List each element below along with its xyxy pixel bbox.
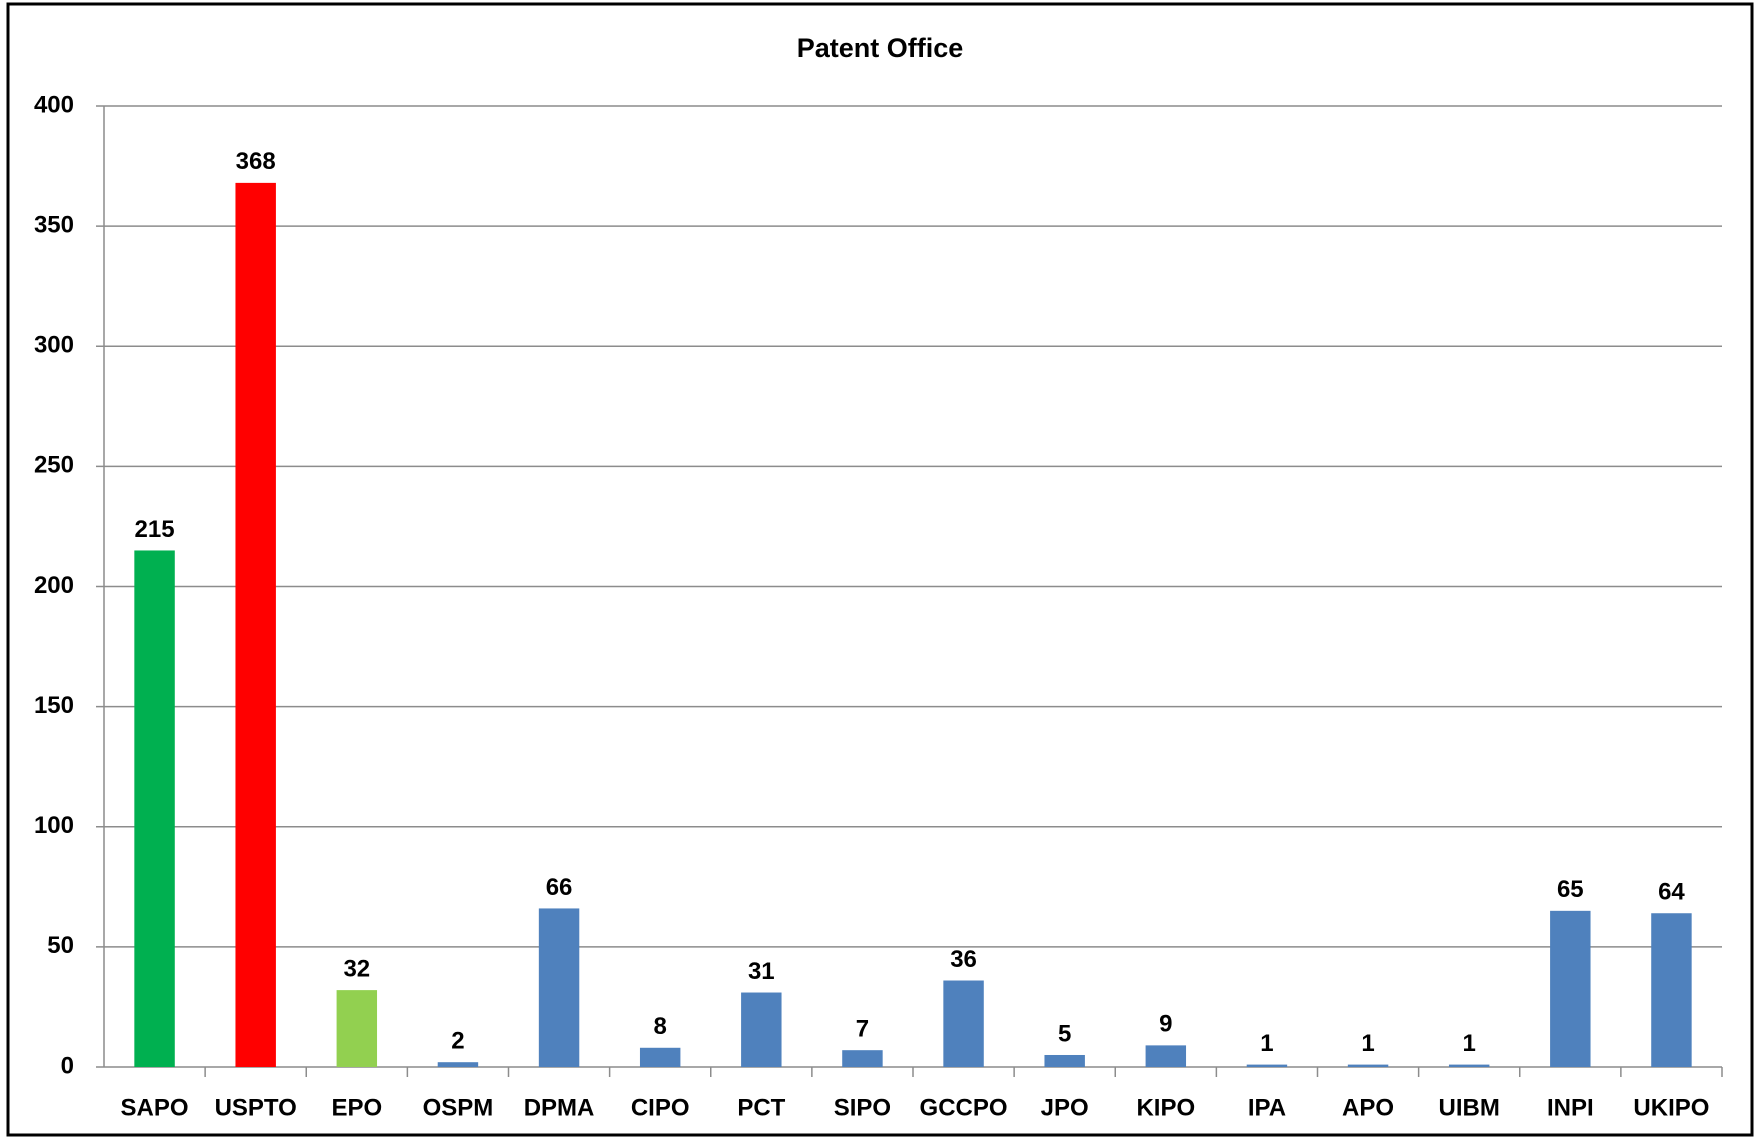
- y-tick-label: 250: [34, 452, 74, 479]
- y-tick-label: 350: [34, 211, 74, 238]
- value-label: 1: [1260, 1030, 1273, 1057]
- value-label: 215: [135, 516, 175, 543]
- value-label: 66: [546, 874, 573, 901]
- bar: [741, 992, 782, 1067]
- chart-title: Patent Office: [797, 33, 964, 63]
- x-tick-label: SIPO: [834, 1094, 891, 1121]
- value-label: 36: [950, 946, 977, 973]
- x-tick-label: INPI: [1547, 1094, 1594, 1121]
- x-tick-label: SAPO: [121, 1094, 189, 1121]
- bar: [1347, 1064, 1389, 1067]
- x-tick-label: CIPO: [631, 1094, 690, 1121]
- y-tick-label: 300: [34, 332, 74, 359]
- bar: [1145, 1045, 1187, 1067]
- value-label: 8: [654, 1013, 667, 1040]
- bar: [134, 550, 175, 1067]
- value-label: 2: [451, 1028, 464, 1055]
- bar: [538, 908, 580, 1067]
- x-tick-label: GCCPO: [920, 1094, 1008, 1121]
- bar: [1246, 1064, 1288, 1067]
- x-tick-label: JPO: [1041, 1094, 1089, 1121]
- x-tick-label: APO: [1342, 1094, 1394, 1121]
- bar: [1448, 1064, 1490, 1067]
- x-tick-label: KIPO: [1136, 1094, 1195, 1121]
- y-tick-label: 400: [34, 91, 74, 118]
- x-tick-label: DPMA: [524, 1094, 595, 1121]
- y-tick-label: 200: [34, 572, 74, 599]
- y-tick-label: 0: [61, 1052, 74, 1079]
- bar: [336, 990, 378, 1067]
- value-label: 368: [236, 148, 276, 175]
- x-tick-label: UKIPO: [1633, 1094, 1709, 1121]
- bar: [943, 980, 984, 1067]
- bar: [842, 1050, 883, 1067]
- bar: [1550, 910, 1591, 1067]
- x-tick-label: UIBM: [1439, 1094, 1500, 1121]
- bar: [1044, 1054, 1085, 1067]
- value-label: 5: [1058, 1020, 1071, 1047]
- value-label: 31: [748, 958, 775, 985]
- bar: [639, 1047, 681, 1067]
- x-tick-label: USPTO: [215, 1094, 297, 1121]
- value-label: 1: [1361, 1030, 1374, 1057]
- value-label: 65: [1557, 876, 1584, 903]
- bar: [235, 182, 276, 1067]
- x-tick-label: PCT: [737, 1094, 785, 1121]
- y-tick-label: 150: [34, 692, 74, 719]
- y-tick-label: 100: [34, 812, 74, 839]
- value-label: 7: [856, 1016, 869, 1043]
- value-label: 1: [1463, 1030, 1476, 1057]
- x-tick-label: OSPM: [423, 1094, 494, 1121]
- value-label: 9: [1159, 1011, 1172, 1038]
- y-tick-label: 50: [47, 932, 74, 959]
- x-tick-label: EPO: [331, 1094, 382, 1121]
- value-label: 64: [1658, 879, 1685, 906]
- bar: [1651, 913, 1692, 1067]
- x-tick-label: IPA: [1248, 1094, 1286, 1121]
- bar: [437, 1062, 479, 1067]
- value-label: 32: [343, 955, 370, 982]
